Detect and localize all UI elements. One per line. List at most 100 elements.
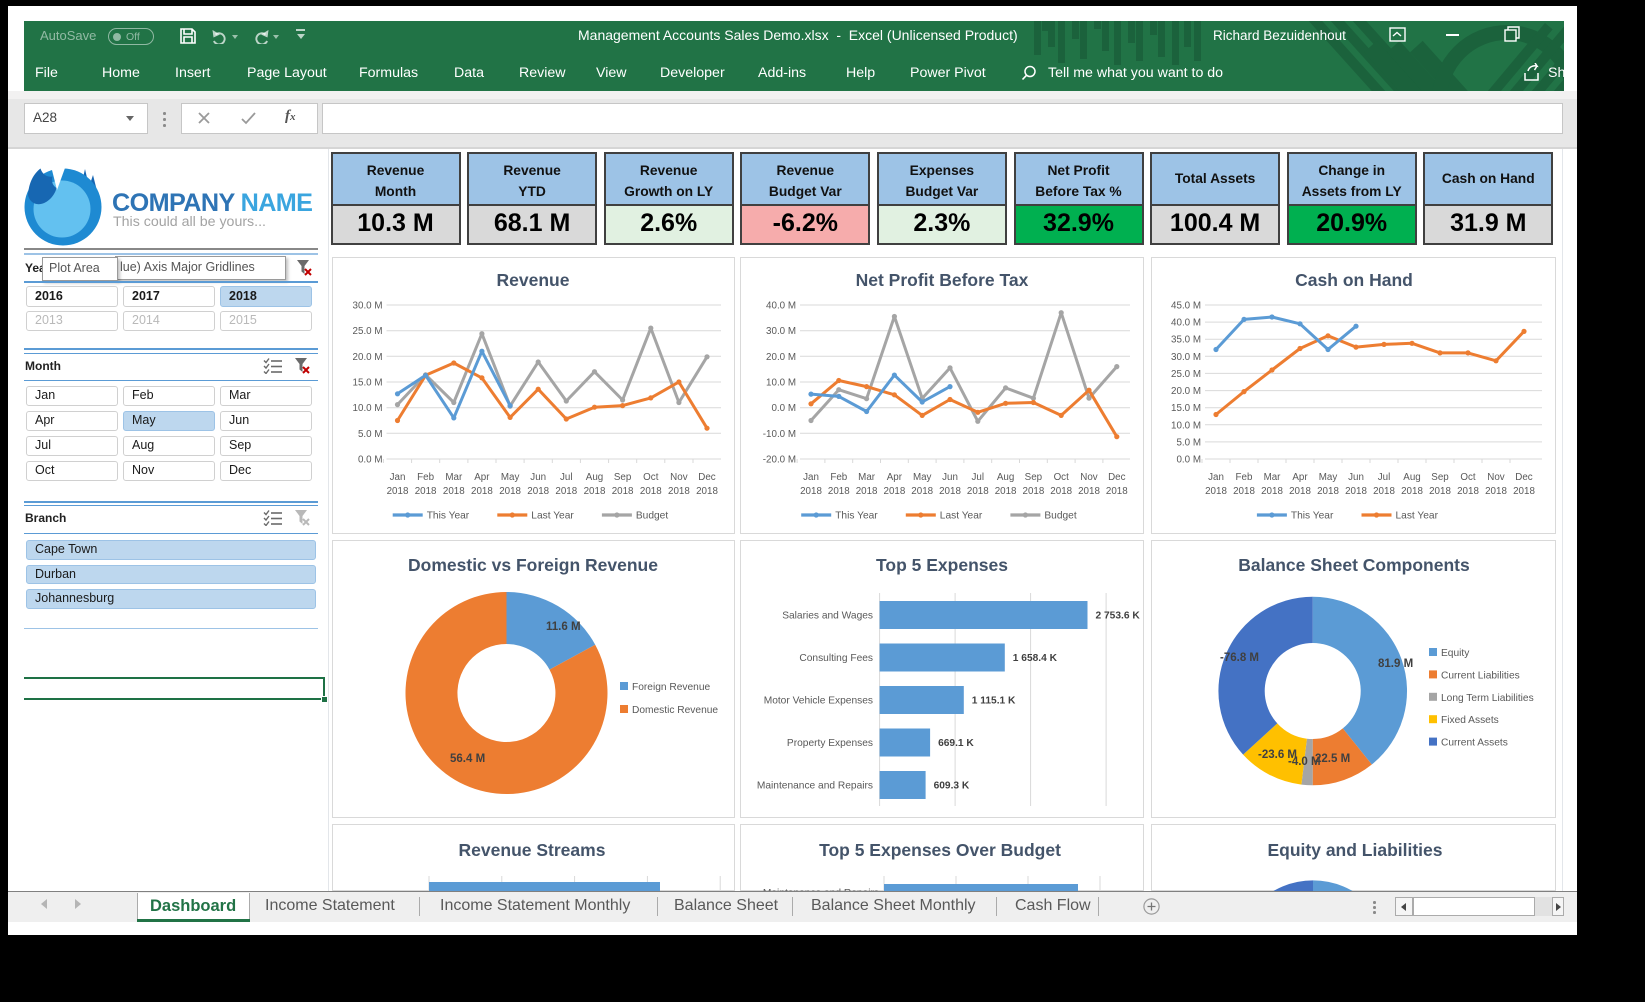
- svg-text:30.0 M: 30.0 M: [353, 301, 383, 312]
- svg-text:2018: 2018: [499, 486, 521, 497]
- svg-text:2018: 2018: [1345, 486, 1367, 497]
- svg-text:Motor Vehicle Expenses: Motor Vehicle Expenses: [764, 696, 873, 707]
- svg-text:Salaries and Wages: Salaries and Wages: [782, 611, 873, 622]
- svg-text:2018: 2018: [555, 486, 577, 497]
- svg-text:56.4 M: 56.4 M: [450, 753, 485, 765]
- svg-text:Revenue Streams: Revenue Streams: [459, 840, 606, 860]
- svg-text:Net Profit Before Tax: Net Profit Before Tax: [856, 270, 1029, 290]
- svg-text:May: May: [913, 472, 932, 483]
- svg-text:Last Year: Last Year: [940, 511, 983, 522]
- svg-text:0.0 M: 0.0 M: [1176, 455, 1201, 466]
- svg-text:Mar: Mar: [1264, 472, 1282, 483]
- svg-text:Foreign Revenue: Foreign Revenue: [632, 682, 710, 693]
- svg-text:Aug: Aug: [586, 472, 603, 483]
- svg-text:Jul: Jul: [972, 472, 985, 483]
- svg-text:2018: 2018: [415, 486, 437, 497]
- svg-text:Balance Sheet Components: Balance Sheet Components: [1238, 555, 1470, 575]
- svg-text:45.0 M: 45.0 M: [1171, 301, 1201, 312]
- svg-text:Top 5 Expenses Over Budget: Top 5 Expenses Over Budget: [819, 840, 1061, 860]
- svg-text:Feb: Feb: [830, 472, 847, 483]
- svg-text:0.0 M: 0.0 M: [771, 403, 796, 414]
- svg-text:15.0 M: 15.0 M: [353, 378, 383, 389]
- svg-text:Domestic vs Foreign Revenue: Domestic vs Foreign Revenue: [408, 555, 658, 575]
- svg-text:2018: 2018: [471, 486, 493, 497]
- svg-text:40.0 M: 40.0 M: [766, 301, 796, 312]
- svg-text:Revenue: Revenue: [497, 270, 570, 290]
- svg-text:Consulting Fees: Consulting Fees: [799, 653, 873, 664]
- svg-text:Dec: Dec: [1515, 472, 1533, 483]
- svg-text:May: May: [1319, 472, 1338, 483]
- svg-text:Maintenance and Repairs: Maintenance and Repairs: [757, 781, 873, 792]
- svg-text:25.0 M: 25.0 M: [1171, 369, 1201, 380]
- svg-text:May: May: [501, 472, 520, 483]
- svg-text:2018: 2018: [1317, 486, 1339, 497]
- svg-text:35.0 M: 35.0 M: [1171, 335, 1201, 346]
- svg-text:22.5 M: 22.5 M: [1315, 753, 1350, 765]
- svg-text:20.0 M: 20.0 M: [353, 352, 383, 363]
- svg-text:5.0 M: 5.0 M: [1176, 437, 1201, 448]
- svg-text:10.0 M: 10.0 M: [353, 403, 383, 414]
- svg-text:15.0 M: 15.0 M: [1171, 403, 1201, 414]
- svg-text:2018: 2018: [387, 486, 409, 497]
- svg-text:Long Term Liabilities: Long Term Liabilities: [1441, 693, 1534, 704]
- svg-text:2018: 2018: [995, 486, 1017, 497]
- svg-text:2018: 2018: [1078, 486, 1100, 497]
- svg-text:-10.0 M: -10.0 M: [763, 429, 796, 440]
- svg-text:-20.0 M: -20.0 M: [763, 455, 796, 466]
- svg-text:This Year: This Year: [427, 511, 470, 522]
- svg-text:Current Liabilities: Current Liabilities: [1441, 670, 1520, 681]
- svg-text:2018: 2018: [1289, 486, 1311, 497]
- svg-text:Nov: Nov: [670, 472, 688, 483]
- svg-text:Nov: Nov: [1080, 472, 1098, 483]
- svg-text:10.0 M: 10.0 M: [1171, 420, 1201, 431]
- svg-text:Aug: Aug: [997, 472, 1014, 483]
- svg-text:Last Year: Last Year: [531, 511, 574, 522]
- svg-text:Jun: Jun: [942, 472, 958, 483]
- svg-text:Top 5 Expenses: Top 5 Expenses: [876, 555, 1008, 575]
- svg-text:2018: 2018: [668, 486, 690, 497]
- svg-text:Jul: Jul: [560, 472, 573, 483]
- svg-text:2018: 2018: [1050, 486, 1072, 497]
- svg-text:609.3 K: 609.3 K: [934, 781, 970, 792]
- svg-text:20.0 M: 20.0 M: [766, 352, 796, 363]
- svg-text:Jan: Jan: [390, 472, 406, 483]
- svg-text:Jan: Jan: [803, 472, 819, 483]
- svg-text:Oct: Oct: [1460, 472, 1476, 483]
- svg-text:Domestic Revenue: Domestic Revenue: [632, 705, 718, 716]
- svg-text:Cash on Hand: Cash on Hand: [1295, 270, 1413, 290]
- svg-text:2018: 2018: [911, 486, 933, 497]
- svg-text:Sep: Sep: [1025, 472, 1043, 483]
- svg-text:2018: 2018: [1513, 486, 1535, 497]
- svg-text:0.0 M: 0.0 M: [358, 455, 383, 466]
- svg-text:This Year: This Year: [835, 511, 878, 522]
- svg-text:2018: 2018: [1205, 486, 1227, 497]
- svg-text:2 753.6 K: 2 753.6 K: [1096, 611, 1141, 622]
- svg-text:81.9 M: 81.9 M: [1378, 658, 1413, 670]
- svg-text:Apr: Apr: [474, 472, 490, 483]
- svg-text:2018: 2018: [939, 486, 961, 497]
- svg-text:2018: 2018: [527, 486, 549, 497]
- svg-text:-76.8 M: -76.8 M: [1220, 652, 1259, 664]
- svg-text:Nov: Nov: [1487, 472, 1505, 483]
- svg-text:Apr: Apr: [1292, 472, 1308, 483]
- svg-text:Jun: Jun: [530, 472, 546, 483]
- svg-text:1 115.1 K: 1 115.1 K: [972, 696, 1016, 707]
- svg-text:Dec: Dec: [1108, 472, 1126, 483]
- svg-text:Maintenance and Repairs: Maintenance and Repairs: [763, 888, 879, 891]
- svg-text:5.0 M: 5.0 M: [358, 429, 383, 440]
- svg-text:Budget: Budget: [1044, 511, 1076, 522]
- svg-text:-23.6 M: -23.6 M: [1258, 749, 1297, 761]
- svg-text:20.0 M: 20.0 M: [1171, 386, 1201, 397]
- svg-text:2018: 2018: [584, 486, 606, 497]
- svg-text:Sep: Sep: [614, 472, 632, 483]
- svg-text:Apr: Apr: [887, 472, 903, 483]
- svg-text:2018: 2018: [612, 486, 634, 497]
- svg-text:Oct: Oct: [1054, 472, 1070, 483]
- svg-text:Last Year: Last Year: [1396, 511, 1439, 522]
- svg-text:Current Assets: Current Assets: [1441, 738, 1508, 749]
- svg-text:2018: 2018: [1373, 486, 1395, 497]
- svg-text:Jun: Jun: [1348, 472, 1364, 483]
- svg-text:Fixed Assets: Fixed Assets: [1441, 715, 1499, 726]
- svg-text:2018: 2018: [1261, 486, 1283, 497]
- svg-text:2018: 2018: [884, 486, 906, 497]
